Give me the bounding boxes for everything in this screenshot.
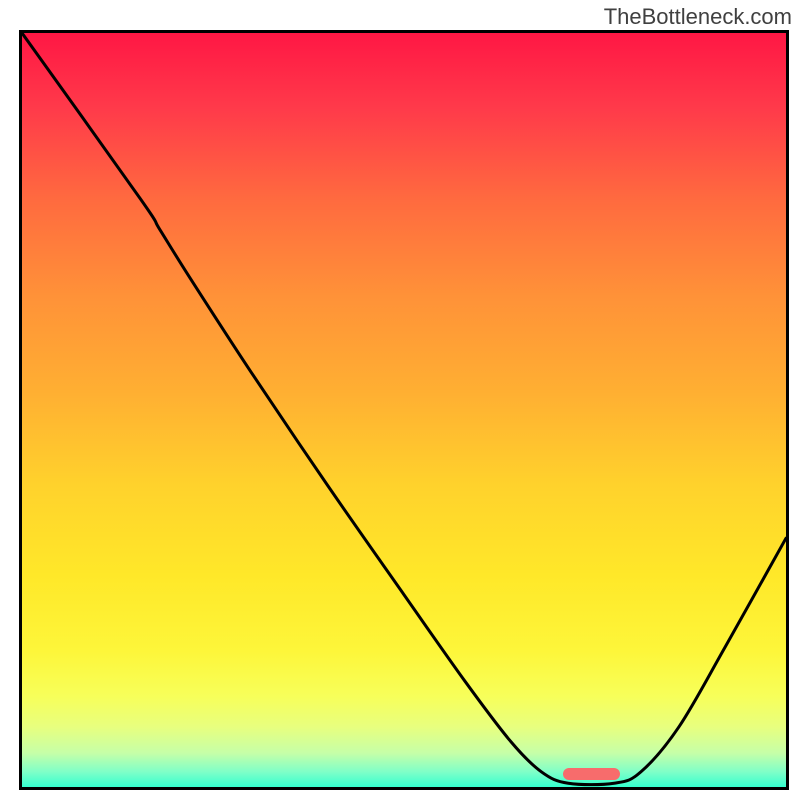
curve-path — [22, 33, 786, 785]
bottleneck-curve — [22, 33, 786, 787]
chart-container: TheBottleneck.com — [0, 0, 800, 800]
optimum-marker — [563, 768, 620, 780]
plot-area — [19, 30, 789, 790]
watermark-text: TheBottleneck.com — [604, 4, 792, 30]
